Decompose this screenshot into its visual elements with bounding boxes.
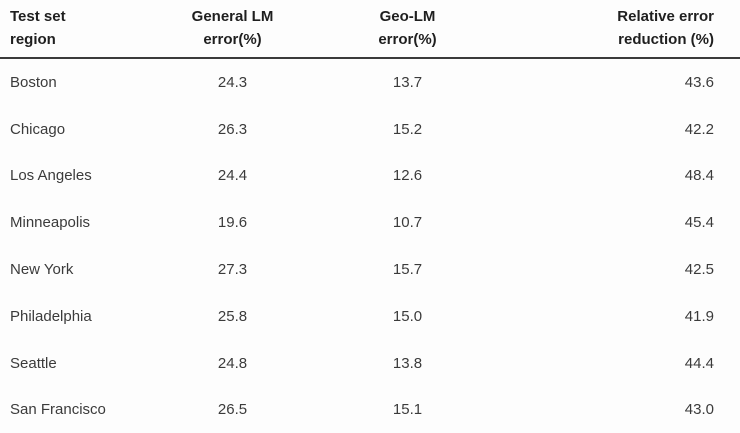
col-header-line: Relative error (617, 8, 714, 25)
cell-general-lm-error: 24.8 (217, 354, 248, 372)
cell-relative-error-reduction: 43.0 (684, 401, 714, 419)
cell-geo-lm-error: 12.6 (392, 167, 423, 185)
cell-general-lm-error: 26.5 (217, 401, 248, 419)
cell-general-lm-error: 19.6 (217, 214, 248, 232)
cell-general-lm-error: 25.8 (217, 307, 248, 325)
cell-region: Philadelphia (10, 307, 92, 325)
table-row: San Francisco 26.5 15.1 43.0 (0, 387, 740, 433)
table-row: New York 27.3 15.7 42.5 (0, 246, 740, 293)
header-row: Test set region General LM error(%) Geo-… (0, 0, 740, 59)
cell-general-lm-error: 24.4 (217, 167, 248, 185)
cell-region: Chicago (10, 120, 66, 138)
table-row: Minneapolis 19.6 10.7 45.4 (0, 199, 740, 246)
table-row: Los Angeles 24.4 12.6 48.4 (0, 153, 740, 200)
col-header-line: region (10, 31, 56, 48)
cell-general-lm-error: 26.3 (217, 120, 248, 138)
table-row: Boston 24.3 13.7 43.6 (0, 58, 740, 106)
cell-geo-lm-error: 13.7 (392, 73, 423, 91)
cell-geo-lm-error: 15.7 (392, 261, 423, 279)
cell-relative-error-reduction: 48.4 (684, 167, 714, 185)
cell-relative-error-reduction: 42.5 (684, 261, 714, 279)
col-header-test-set-region: Test set region (0, 0, 165, 59)
col-header-geo-lm-error: Geo-LM error(%) (300, 0, 515, 59)
col-header-line: error(%) (203, 31, 262, 48)
cell-relative-error-reduction: 42.2 (684, 120, 714, 138)
cell-relative-error-reduction: 45.4 (684, 214, 714, 232)
cell-region: San Francisco (10, 401, 106, 419)
cell-geo-lm-error: 15.1 (392, 401, 423, 419)
cell-relative-error-reduction: 43.6 (684, 73, 714, 91)
col-header-line: error(%) (378, 31, 437, 48)
cell-geo-lm-error: 15.2 (392, 120, 423, 138)
table-row: Seattle 24.8 13.8 44.4 (0, 340, 740, 387)
cell-relative-error-reduction: 44.4 (684, 354, 714, 372)
cell-general-lm-error: 27.3 (217, 261, 248, 279)
cell-geo-lm-error: 15.0 (392, 307, 423, 325)
cell-region: Los Angeles (10, 167, 92, 185)
cell-region: Seattle (10, 354, 57, 372)
cell-geo-lm-error: 10.7 (392, 214, 423, 232)
col-header-line: Test set (10, 8, 66, 25)
table-row: Philadelphia 25.8 15.0 41.9 (0, 293, 740, 340)
col-header-relative-error-reduction: Relative error reduction (%) (515, 0, 740, 59)
col-header-general-lm-error: General LM error(%) (165, 0, 300, 59)
cell-general-lm-error: 24.3 (217, 73, 248, 91)
col-header-line: Geo-LM (379, 8, 436, 25)
cell-relative-error-reduction: 41.9 (684, 307, 714, 325)
col-header-line: reduction (%) (618, 31, 714, 48)
cell-region: New York (10, 261, 74, 279)
table-row: Chicago 26.3 15.2 42.2 (0, 106, 740, 153)
cell-region: Minneapolis (10, 214, 91, 232)
cell-region: Boston (10, 73, 57, 91)
col-header-line: General LM (191, 8, 274, 25)
cell-geo-lm-error: 13.8 (392, 354, 423, 372)
